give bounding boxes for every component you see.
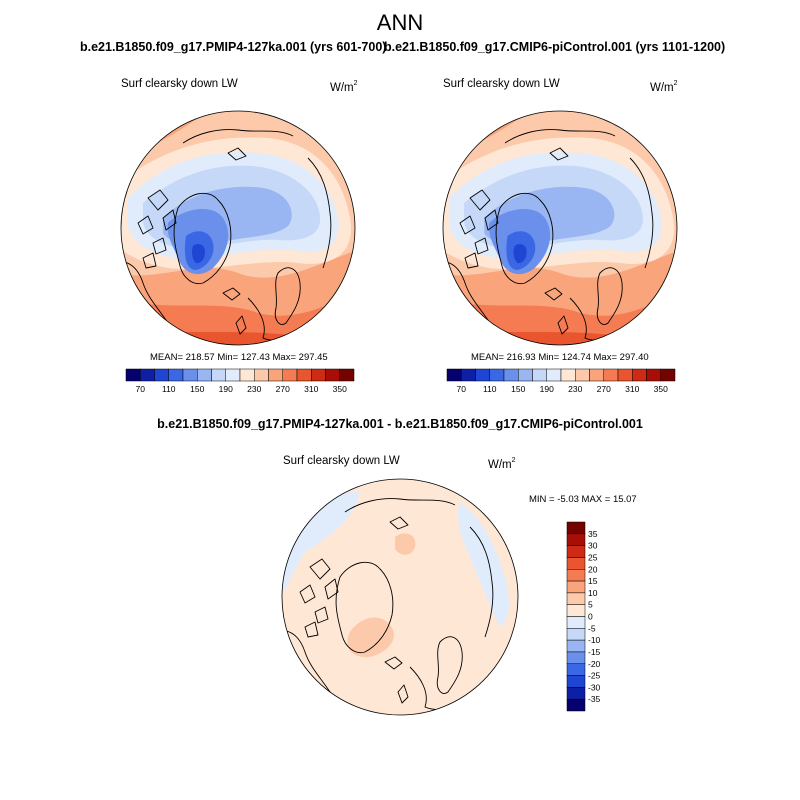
colorbar-2-box (560, 368, 576, 382)
colorbar-3-box (566, 592, 586, 605)
colorbar-1-box (140, 368, 155, 382)
colorbar-2-box (532, 368, 547, 382)
colorbar-2-label: 310 (625, 384, 639, 394)
colorbar-3-box (566, 687, 586, 700)
colorbar-1-box (225, 368, 241, 382)
colorbar-3-box (566, 616, 586, 629)
colorbar-1-label: 150 (190, 384, 204, 394)
colorbar-2-box (546, 368, 562, 382)
colorbar-1-box (311, 368, 326, 382)
colorbar-1-box (325, 368, 340, 382)
colorbar-3-label: -5 (588, 623, 596, 633)
colorbar-2-label: 190 (540, 384, 554, 394)
colorbar-3-label: -25 (588, 671, 601, 681)
map-panel-1 (120, 110, 356, 346)
difference-stats: MIN = -5.03 MAX = 15.07 (529, 494, 637, 505)
colorbar-1-label: 310 (304, 384, 318, 394)
colorbar-1-label: 110 (162, 384, 176, 394)
map-panel-difference (281, 478, 519, 716)
panel-2-case-title: b.e21.B1850.f09_g17.CMIP6-piControl.001 … (384, 40, 726, 54)
colorbar-1-box (211, 368, 226, 382)
colorbar-3-label: 0 (588, 612, 593, 622)
colorbar-2-label: 350 (654, 384, 668, 394)
colorbar-1-box (268, 368, 283, 382)
colorbar-3-box (566, 663, 586, 676)
colorbar-1-label: 190 (219, 384, 233, 394)
colorbar-2-box (575, 368, 590, 382)
colorbar-3-box (566, 604, 586, 617)
colorbar-1-box (296, 368, 312, 382)
panel-2-units: W/m2 (650, 80, 678, 94)
colorbar-3-label: -20 (588, 659, 601, 669)
panel-1-case-title: b.e21.B1850.f09_g17.PMIP4-127ka.001 (yrs… (80, 40, 387, 54)
colorbar-1-box (154, 368, 169, 382)
colorbar-1-box (239, 368, 255, 382)
difference-variable-label: Surf clearsky down LW (283, 455, 400, 467)
colorbar-1-label: 350 (333, 384, 347, 394)
colorbar-2-box (617, 368, 633, 382)
colorbar-1-box (339, 368, 355, 382)
figure-title: ANN (376, 10, 424, 35)
colorbar-3-label: 10 (588, 588, 598, 598)
colorbar-3-label: -35 (588, 694, 601, 704)
colorbar-3-label: 25 (588, 552, 598, 562)
colorbar-3-box (566, 651, 586, 664)
colorbar-3-box (566, 533, 586, 546)
colorbar-1-label: 230 (247, 384, 261, 394)
colorbar-2-label: 70 (457, 384, 467, 394)
colorbar-1-box (254, 368, 269, 382)
colorbar-3-label: -30 (588, 682, 601, 692)
colorbar-3-box (566, 521, 586, 535)
colorbar-3-label: 30 (588, 541, 598, 551)
colorbar-2-box (489, 368, 505, 382)
colorbar-2-label: 150 (511, 384, 525, 394)
colorbar-1-box (197, 368, 212, 382)
colorbar-panel-2: 70 110 150 190 230 270 310 350 (446, 368, 676, 394)
colorbar-3-box (566, 698, 586, 712)
colorbar-2-label: 270 (597, 384, 611, 394)
panel-1-variable-label: Surf clearsky down LW (121, 78, 238, 90)
colorbar-2-box (589, 368, 604, 382)
difference-units: W/m2 (488, 457, 516, 471)
colorbar-2-box (603, 368, 619, 382)
colorbar-3-box (566, 639, 586, 653)
colorbar-3-label: 35 (588, 529, 598, 539)
colorbar-2-box (646, 368, 661, 382)
panel-1-units: W/m2 (330, 80, 358, 94)
colorbar-1-box (282, 368, 298, 382)
colorbar-3-label: -15 (588, 647, 601, 657)
panel-1-stats: MEAN= 218.57 Min= 127.43 Max= 297.45 (150, 352, 328, 363)
colorbar-3-label: -10 (588, 635, 601, 645)
difference-case-title: b.e21.B1850.f09_g17.PMIP4-127ka.001 - b.… (157, 417, 643, 431)
colorbar-2-box (475, 368, 490, 382)
colorbar-2-box (461, 368, 476, 382)
colorbar-3-box (566, 569, 586, 582)
colorbar-3-box (566, 675, 586, 688)
colorbar-3-label: 5 (588, 600, 593, 610)
colorbar-1-label: 70 (136, 384, 146, 394)
colorbar-2-box (503, 368, 519, 382)
colorbar-1-box (168, 368, 184, 382)
colorbar-3-box (566, 545, 586, 558)
colorbar-1-box (182, 368, 198, 382)
colorbar-2-box (660, 368, 676, 382)
panel-2-stats: MEAN= 216.93 Min= 124.74 Max= 297.40 (471, 352, 649, 363)
colorbar-1-label: 270 (276, 384, 290, 394)
panel-2-variable-label: Surf clearsky down LW (443, 78, 560, 90)
colorbar-2-label: 230 (568, 384, 582, 394)
map-panel-2 (442, 110, 678, 346)
colorbar-1-box (125, 368, 141, 382)
colorbar-3-box (566, 580, 586, 594)
colorbar-2-box (632, 368, 647, 382)
colorbar-2-box (518, 368, 533, 382)
colorbar-3-label: 20 (588, 564, 598, 574)
colorbar-3-label: 15 (588, 576, 598, 586)
colorbar-2-box (446, 368, 462, 382)
colorbar-3-box (566, 628, 586, 641)
colorbar-panel-1: 70 110 150 190 230 270 310 350 (125, 368, 355, 394)
colorbar-2-label: 110 (483, 384, 497, 394)
colorbar-3-box (566, 557, 586, 570)
